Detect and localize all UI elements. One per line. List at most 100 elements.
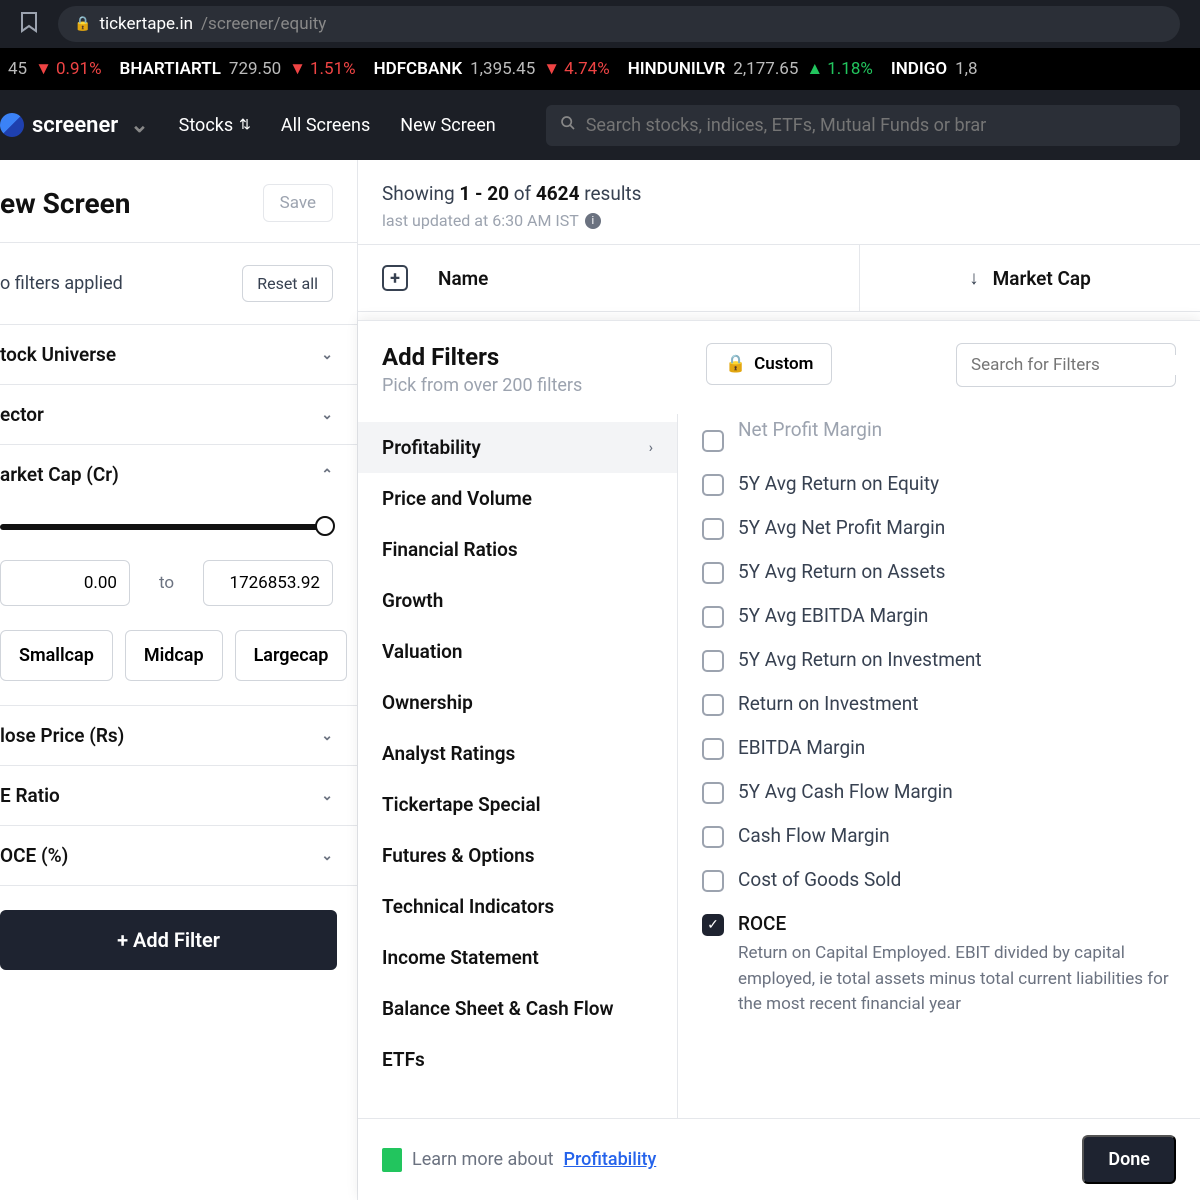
filters-applied-text: o filters applied — [0, 273, 123, 294]
filter-item[interactable]: Net Profit Margin — [702, 418, 1176, 462]
slider-track[interactable] — [0, 524, 333, 530]
category-item[interactable]: ETFs — [358, 1034, 677, 1085]
category-item[interactable]: Growth — [358, 575, 677, 626]
checkbox[interactable] — [702, 474, 724, 496]
nav-new-screen[interactable]: New Screen — [400, 115, 495, 136]
filter-description: Return on Capital Employed. EBIT divided… — [738, 941, 1176, 1018]
filter-close-price[interactable]: lose Price (Rs) ⌄ — [0, 706, 357, 765]
ticker-change-down: ▼ 0.91% — [35, 59, 101, 79]
filter-pe-ratio[interactable]: E Ratio ⌄ — [0, 766, 357, 825]
add-filters-panel: Add Filters Pick from over 200 filters 🔒… — [358, 320, 1200, 1200]
url-path: /screener/equity — [201, 14, 326, 34]
filter-stock-universe[interactable]: tock Universe ⌄ — [0, 325, 357, 384]
checkbox[interactable] — [702, 606, 724, 628]
learn-link[interactable]: Profitability — [564, 1149, 657, 1170]
column-name[interactable]: + Name — [358, 245, 860, 311]
table-header: + Name ↓ Market Cap — [358, 244, 1200, 312]
category-item[interactable]: Price and Volume — [358, 473, 677, 524]
checkbox[interactable] — [702, 430, 724, 452]
ticker-item[interactable]: HDFCBANK 1,395.45 ▼ 4.74% — [374, 59, 610, 79]
largecap-button[interactable]: Largecap — [235, 630, 348, 681]
global-search-input[interactable] — [586, 115, 1166, 136]
book-icon — [382, 1148, 402, 1172]
filter-sector[interactable]: ector ⌄ — [0, 385, 357, 444]
category-item[interactable]: Ownership — [358, 677, 677, 728]
category-item[interactable]: Income Statement — [358, 932, 677, 983]
info-icon[interactable]: i — [585, 213, 601, 229]
chevron-down-icon: ⌄ — [321, 788, 333, 804]
panel-subtitle: Pick from over 200 filters — [382, 375, 582, 396]
chevron-up-icon: ⌃ — [321, 467, 333, 483]
checkbox[interactable] — [702, 782, 724, 804]
panel-title: Add Filters — [382, 343, 582, 371]
nav-bar: screener ⌄ Stocks ⇅ All Screens New Scre… — [0, 90, 1200, 160]
ticker-item[interactable]: BHARTIARTL 729.50 ▼ 1.51% — [120, 59, 356, 79]
content: Showing 1 - 20 of 4624 results last upda… — [358, 160, 1200, 1200]
checkbox[interactable] — [702, 870, 724, 892]
search-icon — [560, 115, 576, 135]
smallcap-button[interactable]: Smallcap — [0, 630, 113, 681]
chevron-down-icon: ⌄ — [321, 728, 333, 744]
add-column-icon[interactable]: + — [382, 265, 408, 291]
range-min-input[interactable] — [0, 560, 130, 606]
category-profitability[interactable]: Profitability › — [358, 422, 677, 473]
checkbox[interactable] — [702, 694, 724, 716]
slider-handle[interactable] — [315, 516, 335, 536]
filter-item[interactable]: 5Y Avg Return on Investment — [702, 638, 1176, 682]
ticker-change-down: ▼ 4.74% — [543, 59, 609, 79]
reset-button[interactable]: Reset all — [242, 265, 333, 302]
filter-item-checked[interactable]: ✓ ROCE Return on Capital Employed. EBIT … — [702, 902, 1176, 1028]
nav-stocks[interactable]: Stocks ⇅ — [179, 115, 251, 136]
filter-item[interactable]: 5Y Avg Cash Flow Margin — [702, 770, 1176, 814]
range-max-input[interactable] — [203, 560, 333, 606]
category-item[interactable]: Balance Sheet & Cash Flow — [358, 983, 677, 1034]
checkbox[interactable] — [702, 518, 724, 540]
filter-item[interactable]: EBITDA Margin — [702, 726, 1176, 770]
url-bar[interactable]: 🔒 tickertape.in/screener/equity — [58, 6, 1180, 42]
midcap-button[interactable]: Midcap — [125, 630, 223, 681]
filter-item[interactable]: 5Y Avg Return on Assets — [702, 550, 1176, 594]
checkbox-checked[interactable]: ✓ — [702, 914, 724, 936]
learn-more[interactable]: Learn more about Profitability — [382, 1148, 656, 1172]
ticker-item[interactable]: INDIGO 1,8 — [891, 59, 978, 79]
checkbox[interactable] — [702, 738, 724, 760]
filter-market-cap[interactable]: arket Cap (Cr) ⌃ — [0, 445, 357, 504]
bookmark-icon[interactable] — [20, 11, 38, 38]
results-count: Showing 1 - 20 of 4624 results — [382, 182, 1176, 205]
category-item[interactable]: Valuation — [358, 626, 677, 677]
filter-item[interactable]: Return on Investment — [702, 682, 1176, 726]
filter-list: Net Profit Margin 5Y Avg Return on Equit… — [678, 414, 1200, 1118]
category-item[interactable]: Futures & Options — [358, 830, 677, 881]
ticker-item[interactable]: 45 ▼ 0.91% — [8, 59, 102, 79]
nav-all-screens[interactable]: All Screens — [281, 115, 370, 136]
filter-item[interactable]: 5Y Avg Net Profit Margin — [702, 506, 1176, 550]
filter-item[interactable]: 5Y Avg EBITDA Margin — [702, 594, 1176, 638]
filter-roce[interactable]: OCE (%) ⌄ — [0, 826, 357, 885]
save-button[interactable]: Save — [263, 184, 333, 222]
sort-desc-icon: ↓ — [969, 266, 979, 290]
category-item[interactable]: Tickertape Special — [358, 779, 677, 830]
done-button[interactable]: Done — [1082, 1135, 1176, 1184]
checkbox[interactable] — [702, 562, 724, 584]
checkbox[interactable] — [702, 826, 724, 848]
filter-item[interactable]: 5Y Avg Return on Equity — [702, 462, 1176, 506]
add-filter-button[interactable]: + Add Filter — [0, 910, 337, 970]
chevron-down-icon: ⌄ — [130, 113, 148, 138]
filter-search[interactable] — [956, 343, 1176, 387]
custom-button[interactable]: 🔒 Custom — [706, 343, 832, 385]
filter-search-input[interactable] — [971, 355, 1193, 375]
lock-icon: 🔒 — [74, 16, 91, 32]
category-list: Profitability › Price and Volume Financi… — [358, 414, 678, 1118]
category-item[interactable]: Technical Indicators — [358, 881, 677, 932]
column-market-cap[interactable]: ↓ Market Cap — [860, 245, 1200, 311]
ticker-item[interactable]: HINDUNILVR 2,177.65 ▲ 1.18% — [628, 59, 873, 79]
category-item[interactable]: Analyst Ratings — [358, 728, 677, 779]
global-search[interactable] — [546, 105, 1180, 146]
checkbox[interactable] — [702, 650, 724, 672]
filter-item[interactable]: Cost of Goods Sold — [702, 858, 1176, 902]
chevron-down-icon: ⌄ — [321, 347, 333, 363]
browser-bar: 🔒 tickertape.in/screener/equity — [0, 0, 1200, 48]
category-item[interactable]: Financial Ratios — [358, 524, 677, 575]
filter-item[interactable]: Cash Flow Margin — [702, 814, 1176, 858]
logo[interactable]: screener ⌄ — [20, 113, 149, 138]
